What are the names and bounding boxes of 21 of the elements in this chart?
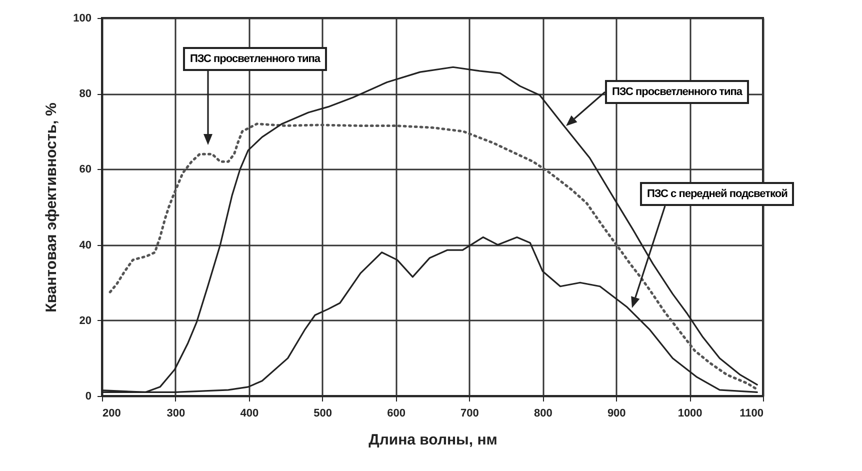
y-tick-label: 80	[79, 88, 92, 100]
y-tick-label: 100	[73, 12, 92, 24]
x-tick-label: 1000	[678, 408, 702, 420]
callout-label: ПЗС просветленного типа	[605, 80, 750, 104]
y-tick-label: 20	[79, 314, 92, 327]
x-axis-title: Длина волны, нм	[368, 432, 498, 448]
x-tick-label: 600	[387, 408, 406, 420]
y-tick-label: 0	[85, 390, 92, 402]
x-tick-label: 800	[534, 408, 552, 420]
x-tick-label: 700	[460, 408, 479, 420]
x-tick-label: 900	[607, 408, 626, 420]
y-tick-label: 60	[79, 164, 92, 176]
y-axis-title: Квантовая эфективность, %	[43, 102, 60, 312]
x-tick-label: 500	[314, 408, 332, 420]
x-tick-label: 300	[166, 408, 186, 420]
callout-label: ПЗС с передней подсветкой	[640, 182, 794, 206]
x-tick-label: 1100	[740, 408, 764, 420]
y-tick-label: 40	[79, 239, 92, 252]
callout-label: ПЗС просветленного типа	[183, 47, 328, 71]
x-tick-label: 200	[102, 408, 121, 420]
x-tick-label: 400	[240, 408, 259, 420]
